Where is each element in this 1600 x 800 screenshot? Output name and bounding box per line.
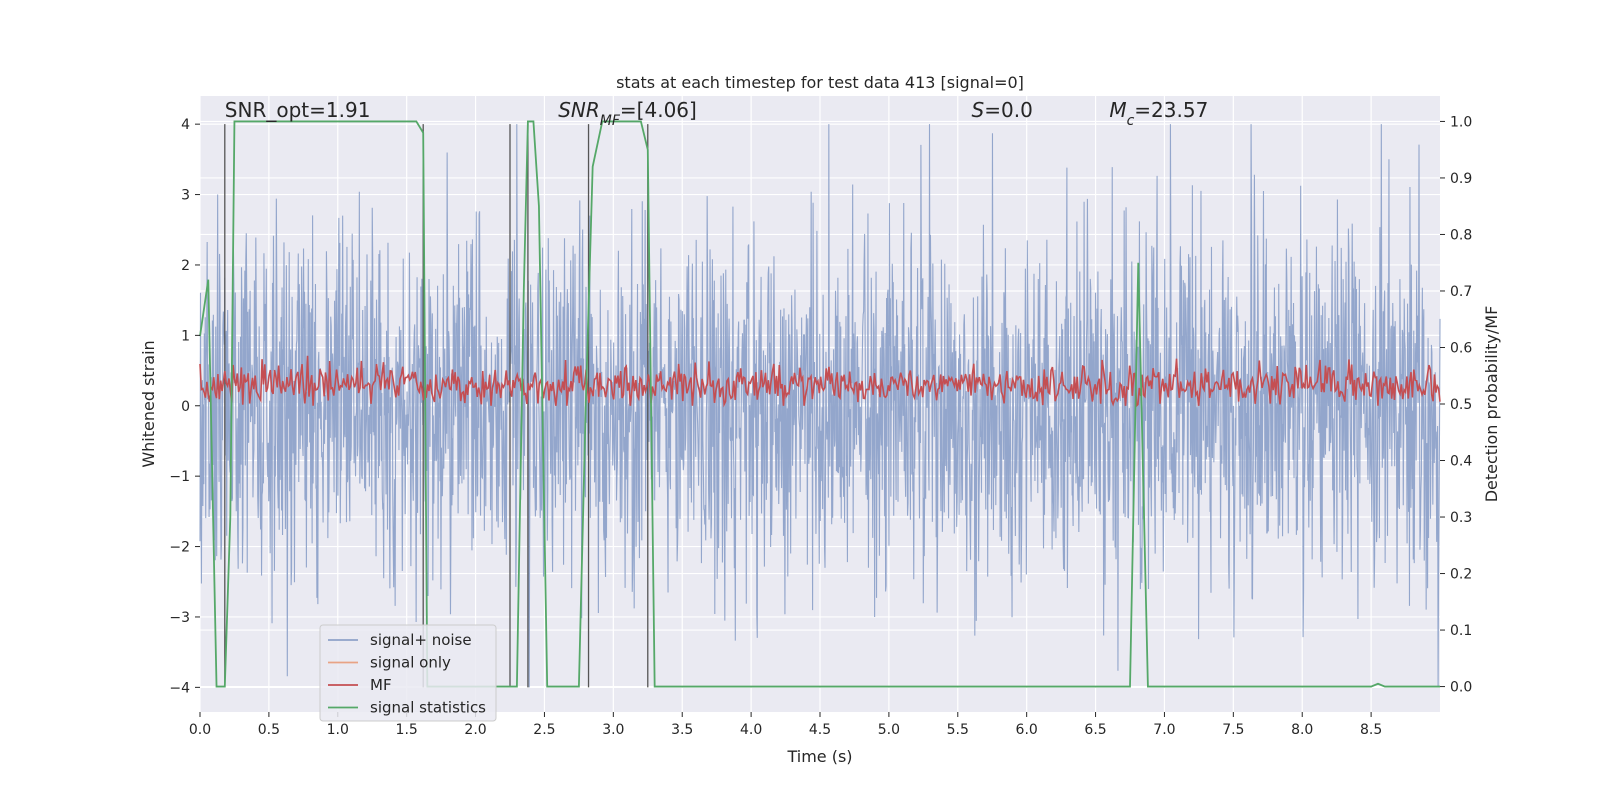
y-tick-label: 2: [181, 258, 190, 274]
y-tick-label: −4: [169, 680, 190, 696]
y2-tick-label: 0.3: [1450, 510, 1472, 526]
x-tick-label: 3.0: [602, 722, 624, 738]
y2-axis-label: Detection probability/MF: [1482, 306, 1501, 503]
annotation-snr-opt: SNR_opt=1.91: [225, 98, 371, 122]
x-tick-label: 8.0: [1291, 722, 1313, 738]
legend: signal+ noise signal only MF signal statist…: [319, 624, 497, 722]
y2-tick-label: 0.8: [1450, 227, 1472, 243]
x-tick-label: 0.5: [258, 722, 280, 738]
annotation-layer: SNR_opt=1.91 SNRMF=[4.06] S=0.0 Mc=23.57: [225, 98, 1209, 129]
y-tick-label: 1: [181, 328, 190, 344]
series-mf: [199, 355, 1441, 408]
x-tick-label: 6.0: [1016, 722, 1038, 738]
legend-entry: signal+ noise: [370, 631, 472, 649]
y-axis-label: Whitened strain: [139, 340, 158, 467]
annotation-snr-mf: SNRMF=[4.06]: [558, 98, 697, 129]
x-tick-label: 2.0: [464, 722, 486, 738]
x-tick-label: 2.5: [533, 722, 555, 738]
x-axis-label: Time (s): [786, 747, 852, 766]
x-tick-label: 7.0: [1153, 722, 1175, 738]
y2-tick-label: 0.0: [1450, 680, 1472, 696]
legend-box: [319, 624, 497, 722]
y2-tick-label: 0.7: [1450, 284, 1472, 300]
y-tick-label: −1: [169, 469, 190, 485]
series-signal-statistics: [199, 120, 1440, 688]
y2-tick-label: 0.1: [1450, 623, 1472, 639]
x-tick-label: 5.5: [947, 722, 969, 738]
legend-entry: signal statistics: [370, 699, 486, 717]
chart-title: stats at each timestep for test data 413…: [616, 73, 1024, 92]
annotation-mc: Mc=23.57: [1109, 98, 1208, 129]
x-tick-label: 4.0: [740, 722, 762, 738]
y2-tick-label: 0.6: [1450, 340, 1472, 356]
legend-entry: signal only: [370, 654, 451, 672]
y2-tick-label: 0.4: [1450, 454, 1472, 470]
y-tick-label: −3: [169, 610, 190, 626]
y-tick-label: 4: [181, 117, 190, 133]
x-tick-label: 3.5: [671, 722, 693, 738]
x-tick-label: 4.5: [809, 722, 831, 738]
y-tick-label: 3: [181, 188, 190, 204]
y2-tick-label: 0.5: [1450, 397, 1472, 413]
y2-tick-label: 1.0: [1450, 114, 1472, 130]
x-tick-label: 1.5: [396, 722, 418, 738]
x-tick-label: 6.5: [1084, 722, 1106, 738]
series-signal-noise: [199, 124, 1441, 688]
x-tick-label: 8.5: [1360, 722, 1382, 738]
x-tick-label: 0.0: [189, 722, 211, 738]
y-tick-label: 0: [181, 399, 190, 415]
x-tick-label: 7.5: [1222, 722, 1244, 738]
legend-entry: MF: [370, 676, 392, 694]
y2-tick-label: 0.2: [1450, 567, 1472, 583]
axes-layer: 0.0 0.5 1.0 1.5 2.0 2.5 3.0 3.5 4.0 4.5 5.0 5.5 6.0 6…: [169, 114, 1472, 738]
y2-tick-label: 0.9: [1450, 171, 1472, 187]
annotation-s: S=0.0: [972, 98, 1033, 122]
x-tick-label: 1.0: [327, 722, 349, 738]
series-layer: [199, 120, 1441, 688]
x-tick-label: 5.0: [878, 722, 900, 738]
y-tick-label: −2: [169, 540, 190, 556]
